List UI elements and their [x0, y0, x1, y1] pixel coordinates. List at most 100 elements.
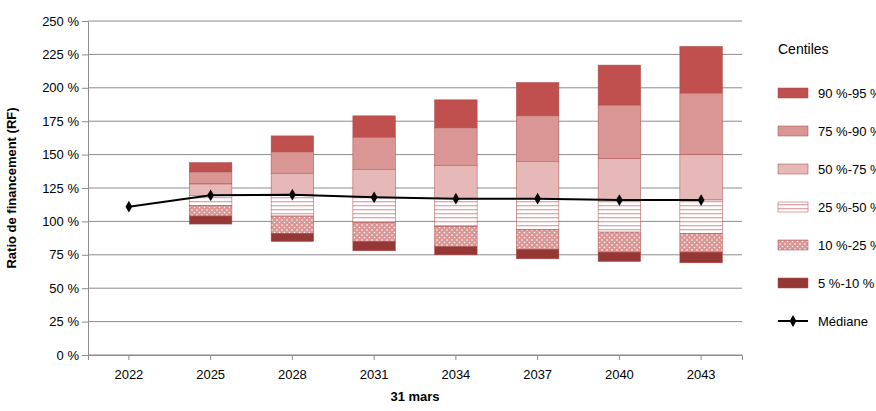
y-tick-mark	[82, 21, 88, 22]
x-tick-mark	[537, 355, 538, 360]
legend-item: 5 %-10 %	[778, 276, 875, 291]
x-tick: 2040	[605, 355, 634, 382]
grid	[88, 21, 742, 355]
percentile-band	[435, 128, 478, 165]
marks	[125, 46, 722, 262]
percentile-band	[680, 233, 723, 252]
median-marker	[698, 194, 705, 206]
percentile-band	[271, 136, 314, 152]
chart: 0 % 25 % 50 % 75 % 100 % 125 % 150 % 175 % 200 %…	[0, 0, 876, 411]
grid-line	[88, 87, 742, 88]
median-marker	[207, 189, 214, 201]
y-tick-mark	[82, 155, 88, 156]
y-tick-mark	[82, 54, 88, 55]
percentile-band	[680, 93, 723, 154]
legend-label: 90 %-95 %	[818, 86, 876, 101]
legend: Centiles 90 %-95 % 75 %-90 % 50 %-75 % 25 %-…	[778, 41, 876, 329]
percentile-band	[189, 205, 232, 216]
legend-label: 5 %-10 %	[818, 276, 875, 291]
y-axis-line	[88, 22, 89, 356]
y-tick-mark	[82, 188, 88, 189]
x-tick: 2034	[441, 355, 470, 382]
x-tick: 2043	[687, 355, 716, 382]
median-marker	[616, 194, 623, 206]
percentile-band	[598, 105, 641, 158]
legend-swatch	[778, 164, 808, 174]
y-tick: 125 %	[42, 181, 88, 196]
percentile-band	[516, 229, 559, 249]
percentile-band	[189, 216, 232, 224]
y-tick-mark	[82, 221, 88, 222]
percentile-band	[516, 82, 559, 115]
percentile-band	[435, 100, 478, 128]
y-tick-label: 225 %	[42, 47, 79, 62]
y-tick-label: 150 %	[42, 147, 79, 162]
x-tick-label: 2040	[605, 367, 634, 382]
legend-label: 25 %-50 %	[818, 200, 876, 215]
grid-line	[88, 54, 742, 55]
x-axis-title: 31 mars	[390, 389, 439, 404]
legend-label: 50 %-75 %	[818, 162, 876, 177]
y-tick: 200 %	[42, 80, 88, 95]
legend-swatch	[778, 240, 808, 250]
percentile-band	[271, 233, 314, 241]
y-tick: 75 %	[49, 247, 88, 262]
legend-label: 10 %-25 %	[818, 238, 876, 253]
plot: 0 % 25 % 50 % 75 % 100 % 125 % 150 % 175 % 200 %…	[42, 14, 742, 383]
y-tick: 175 %	[42, 114, 88, 129]
x-tick-mark	[619, 355, 620, 360]
x-axis-line	[89, 356, 743, 361]
y-tick-label: 25 %	[49, 314, 79, 329]
grid-line	[88, 154, 742, 155]
y-tick-mark	[82, 88, 88, 89]
legend-item: 75 %-90 %	[778, 124, 876, 139]
grid-line	[88, 188, 742, 189]
legend-item: 90 %-95 %	[778, 86, 876, 101]
band-series	[189, 205, 722, 252]
percentile-band	[353, 223, 396, 242]
y-tick-mark	[82, 288, 88, 289]
legend-label: Médiane	[818, 314, 868, 329]
legend-item: 50 %-75 %	[778, 162, 876, 177]
y-tick-label: 200 %	[42, 80, 79, 95]
x-tick: 2028	[278, 355, 307, 382]
x-tick-mark	[701, 355, 702, 360]
y-tick-label: 0 %	[57, 348, 80, 363]
percentile-band	[598, 65, 641, 105]
y-tick-label: 175 %	[42, 114, 79, 129]
y-tick-label: 125 %	[42, 181, 79, 196]
y-tick-mark	[82, 355, 88, 356]
band-series	[189, 46, 722, 172]
legend-swatch	[778, 88, 808, 98]
x-tick: 2031	[360, 355, 389, 382]
percentile-band	[598, 232, 641, 252]
percentile-band	[435, 247, 478, 255]
y-tick: 250 %	[42, 14, 88, 29]
legend-title: Centiles	[778, 41, 829, 57]
legend-swatch-marker	[790, 315, 797, 327]
y-tick-mark	[82, 121, 88, 122]
median-marker	[452, 193, 459, 205]
legend-item: Médiane	[778, 314, 868, 329]
x-tick-label: 2043	[687, 367, 716, 382]
x-tick-label: 2022	[114, 367, 143, 382]
y-tick: 50 %	[49, 281, 88, 296]
legend-swatch	[778, 126, 808, 136]
y-tick-label: 250 %	[42, 14, 79, 29]
x-tick-mark	[374, 355, 375, 360]
percentile-band	[353, 137, 396, 169]
percentile-band	[271, 216, 314, 233]
x-tick-mark	[128, 355, 129, 360]
y-tick-label: 100 %	[42, 214, 79, 229]
y-tick: 150 %	[42, 147, 88, 162]
x-tick-mark	[210, 355, 211, 360]
percentile-band	[598, 252, 641, 261]
x-tick-label: 2034	[441, 367, 470, 382]
percentile-band	[598, 159, 641, 200]
grid-line	[88, 221, 742, 222]
percentile-band	[189, 163, 232, 172]
x-tick-label: 2025	[196, 367, 225, 382]
median-marker	[534, 193, 541, 205]
y-tick: 0 %	[57, 348, 88, 363]
percentile-band	[189, 172, 232, 184]
